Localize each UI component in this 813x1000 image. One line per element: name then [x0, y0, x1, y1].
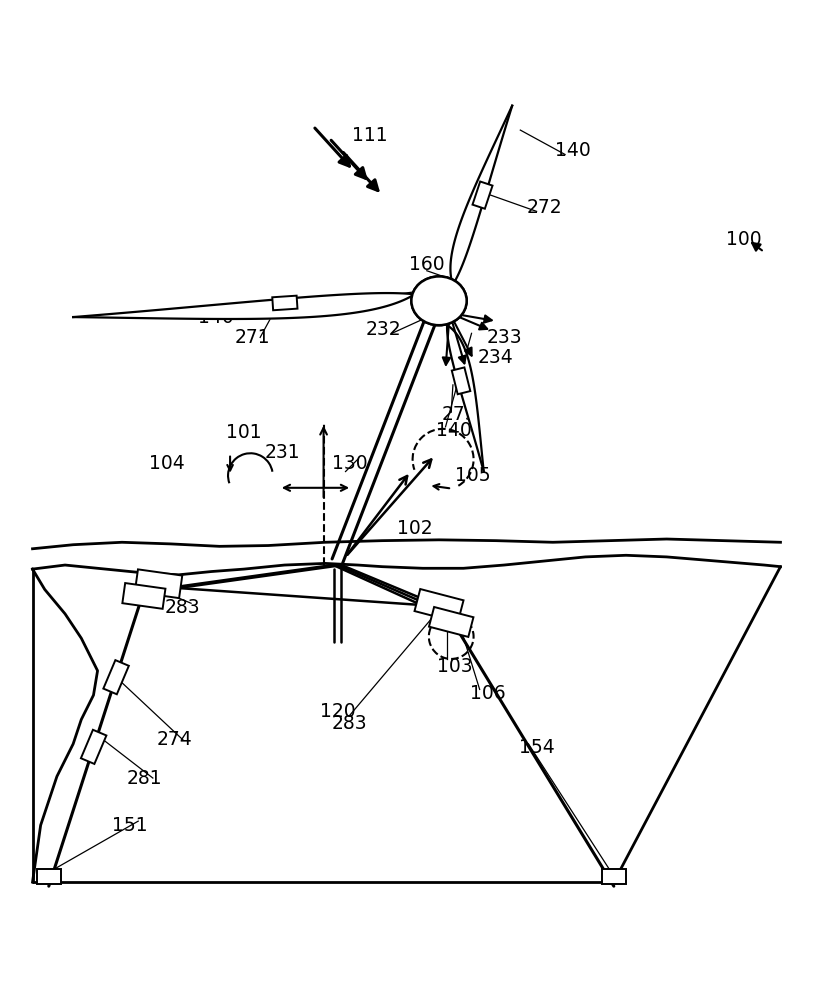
Text: 100: 100 [726, 230, 762, 249]
Polygon shape [135, 569, 182, 598]
Polygon shape [450, 106, 512, 285]
Polygon shape [37, 869, 61, 884]
Polygon shape [602, 869, 626, 884]
Text: 101: 101 [226, 423, 262, 442]
Polygon shape [123, 583, 165, 609]
Polygon shape [415, 589, 463, 622]
Text: 151: 151 [112, 816, 148, 835]
Ellipse shape [411, 276, 467, 325]
Text: 120: 120 [320, 702, 355, 721]
Text: 103: 103 [437, 657, 473, 676]
Text: 102: 102 [397, 519, 433, 538]
Text: 271: 271 [234, 328, 270, 347]
Text: 111: 111 [352, 126, 388, 145]
Text: 283: 283 [165, 598, 201, 617]
Text: 105: 105 [455, 466, 491, 485]
Polygon shape [103, 660, 128, 694]
Text: 233: 233 [486, 328, 522, 347]
Text: 273: 273 [441, 405, 477, 424]
Text: 140: 140 [198, 308, 233, 327]
Text: 232: 232 [366, 320, 402, 339]
Polygon shape [81, 730, 107, 764]
Text: 140: 140 [555, 141, 591, 160]
Polygon shape [472, 182, 493, 209]
Polygon shape [272, 296, 298, 310]
Text: 272: 272 [527, 198, 563, 217]
Text: 130: 130 [332, 454, 367, 473]
Text: 274: 274 [157, 730, 193, 749]
Text: 154: 154 [519, 738, 554, 757]
Polygon shape [73, 293, 415, 319]
Text: 283: 283 [332, 714, 367, 733]
Text: 281: 281 [127, 769, 163, 788]
Text: 104: 104 [149, 454, 185, 473]
Text: 234: 234 [478, 348, 514, 367]
Ellipse shape [411, 276, 467, 325]
Polygon shape [429, 607, 473, 637]
Text: 106: 106 [470, 684, 506, 703]
Polygon shape [452, 367, 470, 394]
Text: 140: 140 [436, 421, 472, 440]
Text: 160: 160 [409, 255, 445, 274]
Polygon shape [447, 325, 484, 472]
Text: 231: 231 [265, 443, 301, 462]
